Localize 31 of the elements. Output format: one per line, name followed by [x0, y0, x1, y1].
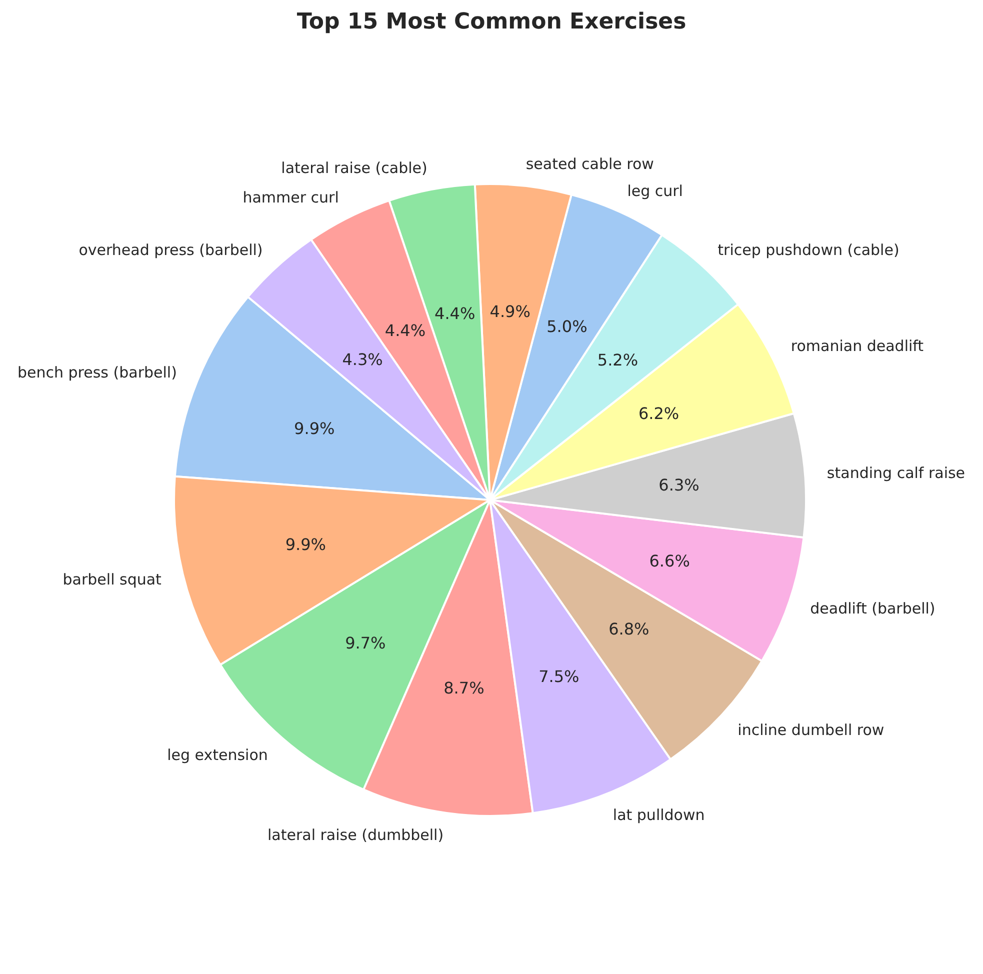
- slice-label: overhead press (barbell): [78, 240, 263, 259]
- data-label: 5.2%: [597, 350, 638, 370]
- data-label: 9.9%: [285, 534, 326, 554]
- data-label: 6.8%: [608, 620, 650, 639]
- data-label: 4.4%: [384, 320, 426, 340]
- data-label: 5.0%: [546, 317, 588, 336]
- chart-title: Top 15 Most Common Exercises: [296, 10, 686, 34]
- data-label: 8.7%: [444, 678, 484, 698]
- slice-label: leg curl: [627, 182, 683, 200]
- slice-label: tricep pushdown (cable): [718, 241, 900, 260]
- data-label: 7.5%: [538, 667, 580, 686]
- data-label: 6.3%: [658, 475, 700, 494]
- slice-label: hammer curl: [242, 188, 339, 207]
- slice-label: romanian deadlift: [790, 337, 924, 356]
- slice-label: incline dumbell row: [738, 721, 884, 740]
- slice-label: lateral raise (cable): [281, 158, 428, 177]
- slice-label: lateral raise (dumbbell): [268, 826, 444, 844]
- slice-label: leg extension: [167, 746, 268, 764]
- slice-label: deadlift (barbell): [810, 599, 936, 618]
- data-label: 4.3%: [342, 350, 383, 370]
- slice-label: bench press (barbell): [17, 364, 177, 382]
- slice-label: lat pulldown: [612, 806, 705, 824]
- slice-label: standing calf raise: [826, 464, 966, 482]
- data-label: 6.2%: [638, 404, 680, 424]
- data-label: 4.9%: [490, 302, 530, 321]
- data-label: 9.9%: [294, 419, 335, 438]
- data-label: 4.4%: [434, 304, 476, 324]
- data-label: 6.6%: [649, 551, 690, 570]
- slice-label: barbell squat: [62, 570, 162, 588]
- data-label: 9.7%: [345, 633, 386, 652]
- slice-label: seated cable row: [526, 154, 654, 173]
